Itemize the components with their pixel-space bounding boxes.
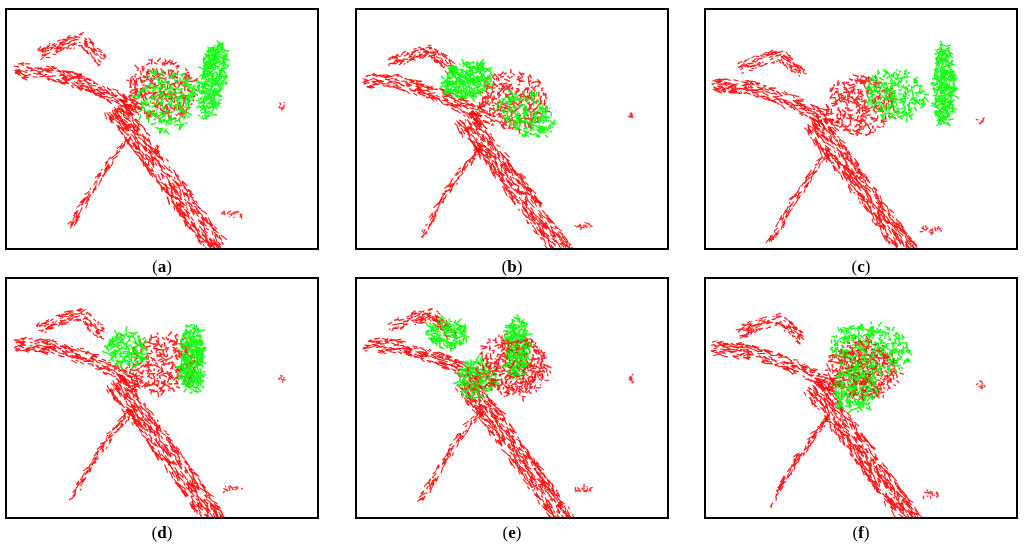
panel-c [704, 8, 1018, 250]
panel-e [355, 277, 669, 519]
panel-b [355, 8, 669, 250]
point-cloud-b [362, 44, 634, 248]
caption-label: b [507, 257, 517, 276]
caption-e: (e) [502, 523, 522, 542]
caption-label: e [508, 523, 516, 542]
point-cloud-d [13, 307, 286, 517]
point-cloud-a [13, 31, 286, 248]
caption-label: d [157, 523, 167, 542]
panel-d [5, 277, 319, 519]
caption-a: (a) [152, 257, 172, 276]
caption-b: (b) [501, 257, 523, 276]
panel-f [704, 277, 1018, 519]
panel-a [5, 8, 319, 250]
caption-c: (c) [851, 257, 871, 276]
point-cloud-c [711, 40, 985, 248]
caption-d: (d) [151, 523, 173, 542]
caption-label: f [858, 523, 864, 542]
caption-label: c [857, 257, 865, 276]
caption-label: a [157, 257, 167, 276]
point-cloud-f [710, 312, 986, 517]
point-cloud-e [362, 308, 635, 517]
caption-f: (f) [852, 523, 870, 542]
